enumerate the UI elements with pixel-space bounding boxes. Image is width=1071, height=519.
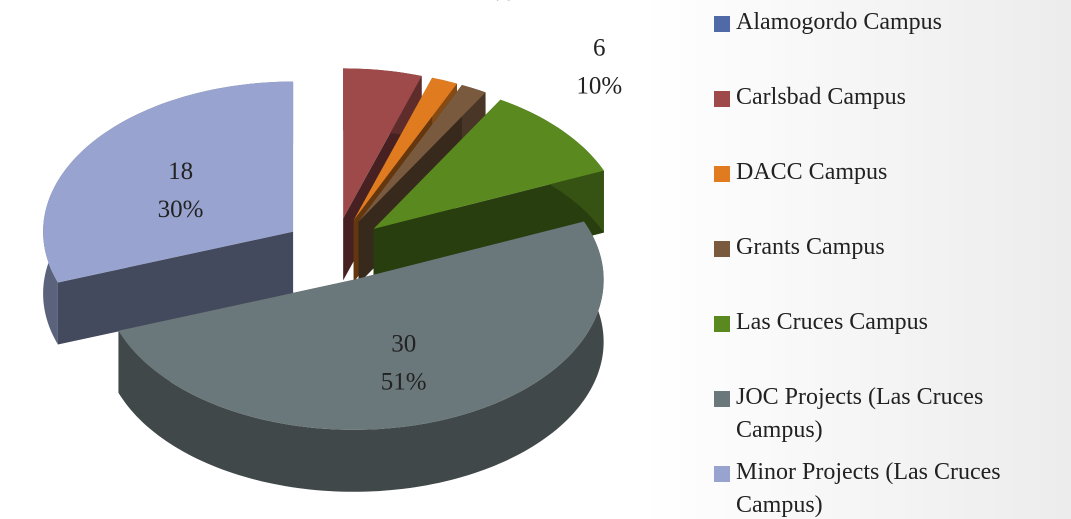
slice-top <box>358 85 486 222</box>
data-label: 30% <box>158 196 204 223</box>
legend-label: Grants Campus <box>736 234 885 260</box>
data-label: 18 <box>168 158 193 185</box>
legend-item: Carlsbad Campus <box>712 81 1062 156</box>
legend-swatch <box>714 16 730 32</box>
slice <box>118 221 604 492</box>
legend: Alamogordo Campus Carlsbad Campus DACC Cam… <box>712 6 1062 519</box>
legend-label: Carlsbad Campus <box>736 84 906 110</box>
legend-swatch <box>714 91 730 107</box>
legend-item: Minor Projects (Las Cruces Campus) <box>712 456 1062 519</box>
legend-swatch <box>714 241 730 257</box>
legend-item: Alamogordo Campus <box>712 6 1062 81</box>
data-label: 2% <box>480 0 513 6</box>
data-label: 10% <box>576 72 622 99</box>
slice-top <box>343 68 422 219</box>
legend-label: Alamogordo Campus <box>736 9 942 35</box>
slice <box>43 81 294 345</box>
legend-swatch <box>714 166 730 182</box>
legend-item: DACC Campus <box>712 156 1062 231</box>
data-label: 51% <box>381 369 427 396</box>
legend-label: Minor Projects (Las Cruces Campus) <box>736 459 1001 518</box>
legend-item: JOC Projects (Las Cruces Campus) <box>712 381 1062 456</box>
legend-label: Las Cruces Campus <box>736 309 928 335</box>
slice-wall <box>57 231 294 345</box>
legend-swatch <box>714 391 730 407</box>
legend-item: Las Cruces Campus <box>712 306 1062 381</box>
slice-top <box>353 77 457 221</box>
legend-label: DACC Campus <box>736 159 888 185</box>
legend-item: Grants Campus <box>712 231 1062 306</box>
legend-label: JOC Projects (Las Cruces Campus) <box>736 384 984 443</box>
slice-top <box>43 81 294 283</box>
data-label: 6 <box>593 34 606 61</box>
slice-side <box>118 221 604 492</box>
slice-top <box>118 221 604 430</box>
data-label: 30 <box>391 331 416 358</box>
legend-swatch <box>714 466 730 482</box>
legend-swatch <box>714 316 730 332</box>
slice-top <box>373 99 604 229</box>
